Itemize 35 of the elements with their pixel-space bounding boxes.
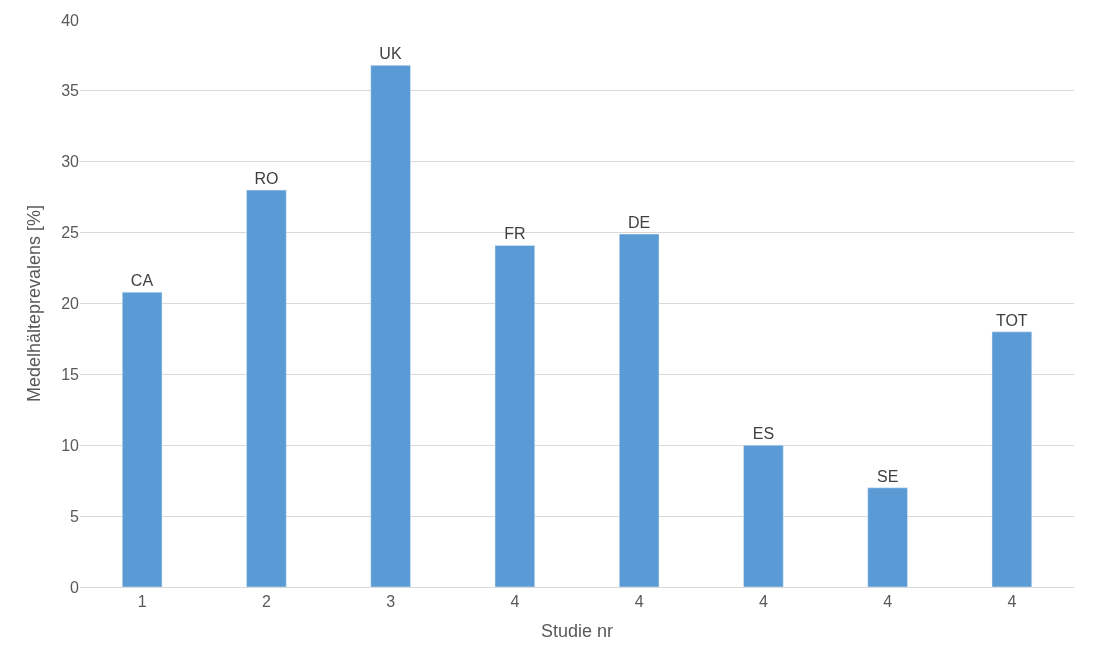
y-tick-label: 5 [70, 507, 80, 525]
bar [619, 233, 660, 587]
y-tick-label: 25 [61, 224, 80, 242]
data-label: FR [504, 225, 526, 243]
y-tick-label: 0 [70, 578, 80, 596]
x-tick-label: 4 [510, 593, 520, 611]
bar [370, 65, 411, 587]
y-axis-title: Medelhälteprevalens [%] [24, 204, 45, 403]
x-tick-label: 4 [1007, 593, 1017, 611]
y-tick-label: 40 [61, 11, 80, 29]
bar [991, 331, 1033, 587]
y-tick-label: 20 [61, 295, 80, 313]
data-label: SE [876, 467, 899, 485]
data-label: CA [130, 272, 154, 290]
y-tick-label: 10 [61, 436, 80, 454]
bar [494, 245, 535, 587]
y-tick-label: 30 [61, 153, 80, 171]
data-label: DE [628, 214, 651, 232]
data-label: RO [254, 170, 279, 188]
bar [246, 189, 287, 587]
data-label: TOT [995, 311, 1028, 329]
y-tick-label: 35 [61, 82, 80, 100]
x-tick-label: 4 [758, 593, 768, 611]
bar [122, 291, 163, 587]
data-label: ES [752, 425, 775, 443]
x-axis-title: Studie nr [540, 621, 614, 642]
bar [743, 445, 784, 587]
x-tick-label: 2 [261, 593, 271, 611]
bar [867, 487, 908, 587]
y-tick-label: 15 [61, 365, 80, 383]
x-tick-label: 3 [386, 593, 396, 611]
x-tick-label: 4 [883, 593, 893, 611]
x-tick-label: 1 [137, 593, 147, 611]
x-tick-label: 4 [634, 593, 644, 611]
data-label: UK [379, 45, 402, 63]
